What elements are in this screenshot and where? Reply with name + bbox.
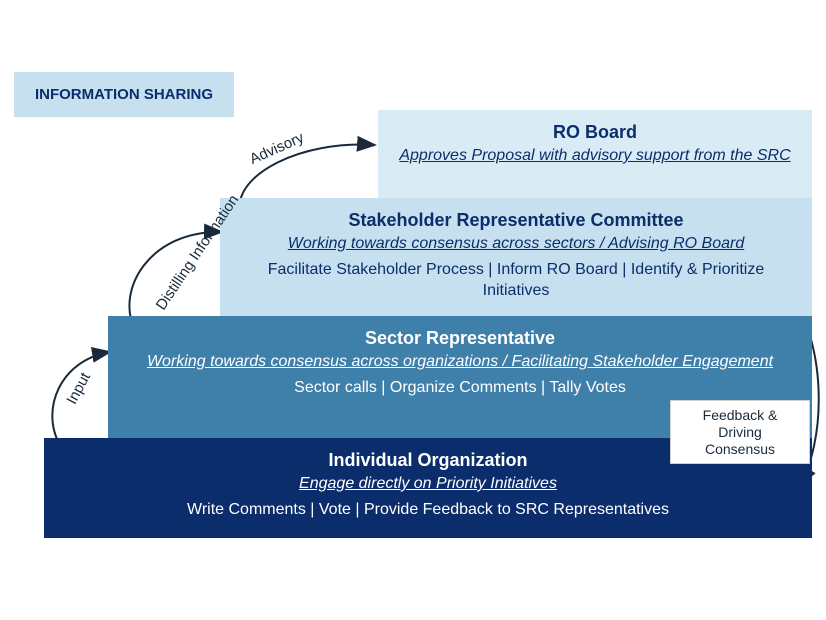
- src-subtitle: Working towards consensus across sectors…: [238, 233, 794, 255]
- info-sharing-badge: INFORMATION SHARING: [14, 72, 234, 117]
- feedback-callout: Feedback & Driving Consensus: [670, 400, 810, 464]
- feedback-line1: Feedback & Driving: [703, 407, 778, 440]
- label-advisory: Advisory: [247, 129, 306, 168]
- individual-actions: Write Comments | Vote | Provide Feedback…: [62, 499, 794, 521]
- individual-subtitle: Engage directly on Priority Initiatives: [62, 473, 794, 495]
- feedback-line2: Consensus: [705, 441, 775, 457]
- sector-rep-actions: Sector calls | Organize Comments | Tally…: [126, 377, 794, 399]
- sector-rep-title: Sector Representative: [126, 328, 794, 349]
- box-src: Stakeholder Representative Committee Wor…: [220, 198, 812, 316]
- ro-board-subtitle: Approves Proposal with advisory support …: [396, 145, 794, 167]
- box-ro-board: RO Board Approves Proposal with advisory…: [378, 110, 812, 198]
- label-input: Input: [63, 370, 94, 407]
- src-title: Stakeholder Representative Committee: [238, 210, 794, 231]
- sector-rep-subtitle: Working towards consensus across organiz…: [126, 351, 794, 373]
- ro-board-title: RO Board: [396, 122, 794, 143]
- src-actions: Facilitate Stakeholder Process | Inform …: [238, 259, 794, 302]
